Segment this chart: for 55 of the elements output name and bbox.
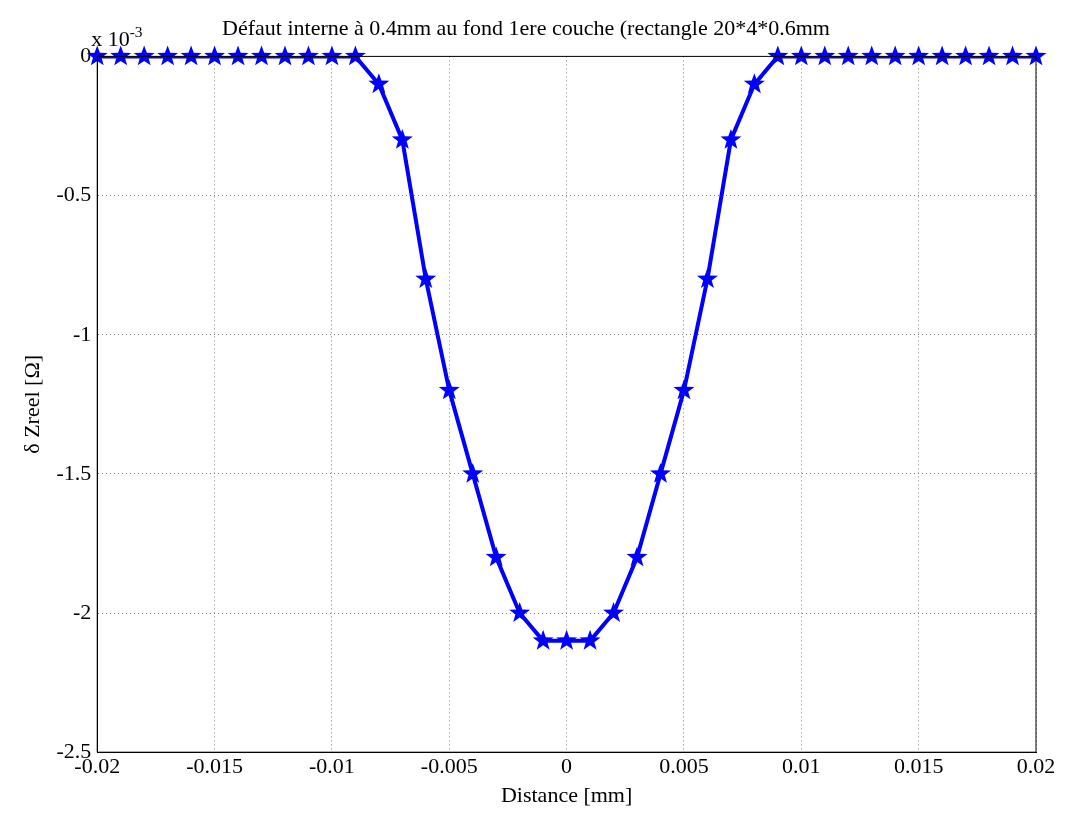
point: [251, 45, 272, 66]
point: [321, 45, 343, 66]
point: [743, 73, 765, 94]
point: [344, 45, 366, 66]
point: [157, 45, 179, 66]
y-tick-label: 0: [80, 42, 92, 68]
point: [696, 268, 718, 288]
point: [861, 45, 883, 66]
point: [650, 462, 671, 483]
x-tick-label: 0.005: [659, 753, 709, 779]
point: [415, 268, 437, 288]
chart-title: Défaut interne à 0.4mm au fond 1ere couche (rectangle 20*4*0.6mm: [222, 14, 830, 40]
y-tick-label: -2: [72, 598, 92, 624]
point: [110, 45, 132, 66]
point: [532, 629, 554, 650]
point: [509, 602, 531, 622]
point: [438, 379, 460, 400]
y-tick-label: -0.5: [56, 181, 92, 207]
point: [955, 45, 977, 66]
x-tick-label: 0.02: [1016, 753, 1056, 779]
y-axis-title: δ Zreel [Ω]: [18, 354, 44, 454]
x-tick-label: -0.01: [309, 753, 355, 779]
point: [368, 73, 390, 94]
point: [204, 45, 226, 66]
point: [767, 45, 789, 66]
point: [673, 379, 695, 400]
y-tick-label: -1.5: [56, 459, 92, 485]
x-axis-title: Distance [mm]: [500, 781, 633, 807]
point: [556, 629, 578, 650]
y-tick-label: -1: [72, 320, 92, 346]
point: [978, 45, 1000, 66]
point: [1002, 45, 1023, 66]
point: [908, 45, 930, 66]
point: [274, 45, 296, 66]
point: [485, 546, 507, 567]
point: [180, 45, 202, 66]
point: [579, 629, 601, 650]
point: [837, 45, 859, 66]
x-tick-label: -0.015: [186, 753, 243, 779]
point: [814, 45, 836, 66]
point: [297, 45, 319, 66]
point: [931, 45, 953, 66]
point: [133, 45, 155, 66]
x-tick-label: -0.005: [420, 753, 478, 779]
point: [391, 128, 413, 149]
point: [227, 45, 249, 66]
point: [790, 45, 812, 66]
point: [720, 128, 742, 149]
point: [462, 462, 484, 483]
point: [603, 602, 625, 622]
point: [884, 45, 906, 66]
x-tick-label: 0.015: [893, 753, 944, 779]
point: [626, 546, 648, 567]
x-tick-label: 0: [561, 753, 573, 779]
x-tick-label: 0.01: [782, 753, 821, 779]
